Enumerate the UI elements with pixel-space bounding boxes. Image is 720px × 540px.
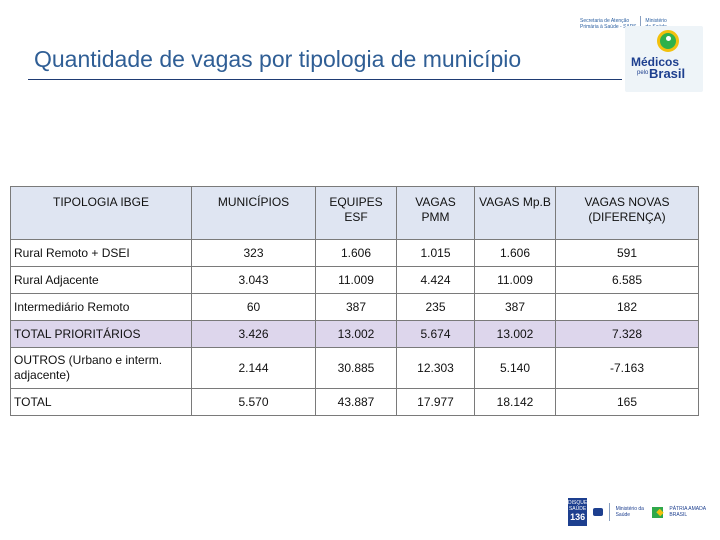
header-municipios: MUNICÍPIOS bbox=[191, 186, 316, 240]
cell-vagas-mpb: 1.606 bbox=[474, 239, 556, 267]
table-row: Rural Remoto + DSEI 323 1.606 1.015 1.60… bbox=[10, 239, 699, 267]
cell-vagas-mpb: 387 bbox=[474, 293, 556, 321]
table-row: Rural Adjacente 3.043 11.009 4.424 11.00… bbox=[10, 266, 699, 294]
cell-vagas-pmm: 4.424 bbox=[396, 266, 475, 294]
cell-municipios: 5.570 bbox=[191, 388, 316, 416]
footer-logos: DISQUE SAÚDE 136 Ministério da Saúde PÁT… bbox=[568, 497, 708, 527]
cell-municipios: 3.426 bbox=[191, 320, 316, 348]
header-tipologia: TIPOLOGIA IBGE bbox=[10, 186, 192, 240]
cell-vagas-mpb: 11.009 bbox=[474, 266, 556, 294]
cell-vagas-mpb: 13.002 bbox=[474, 320, 556, 348]
cell-equipes-esf: 30.885 bbox=[315, 347, 397, 389]
header-equipes-esf: EQUIPES ESF bbox=[315, 186, 397, 240]
cell-vagas-novas: 7.328 bbox=[555, 320, 699, 348]
row-label: TOTAL PRIORITÁRIOS bbox=[10, 320, 192, 348]
medicos-pelo-brasil-logo: Médicos pelo Brasil bbox=[625, 26, 703, 92]
table-row-total-prioritarios: TOTAL PRIORITÁRIOS 3.426 13.002 5.674 13… bbox=[10, 320, 699, 348]
footer-divider bbox=[608, 503, 610, 521]
cell-vagas-novas: -7.163 bbox=[555, 347, 699, 389]
header-divider bbox=[640, 16, 642, 32]
table-row-total: TOTAL 5.570 43.887 17.977 18.142 165 bbox=[10, 388, 699, 416]
header-vagas-mpb: VAGAS Mp.B bbox=[474, 186, 556, 240]
logo-line3: Brasil bbox=[649, 66, 686, 81]
doctor-badge-icon bbox=[657, 30, 679, 52]
sus-logo-icon bbox=[593, 508, 603, 516]
cell-vagas-pmm: 1.015 bbox=[396, 239, 475, 267]
header-vagas-novas: VAGAS NOVAS (DIFERENÇA) bbox=[555, 186, 699, 240]
row-label: Intermediário Remoto bbox=[10, 293, 192, 321]
cell-equipes-esf: 387 bbox=[315, 293, 397, 321]
cell-vagas-pmm: 5.674 bbox=[396, 320, 475, 348]
footer-patria: PÁTRIA AMADA BRASIL bbox=[669, 506, 706, 518]
vacancies-table: TIPOLOGIA IBGE MUNICÍPIOS EQUIPES ESF VA… bbox=[10, 186, 699, 416]
table-header-row: TIPOLOGIA IBGE MUNICÍPIOS EQUIPES ESF VA… bbox=[10, 186, 699, 240]
cell-vagas-pmm: 17.977 bbox=[396, 388, 475, 416]
table-row: Intermediário Remoto 60 387 235 387 182 bbox=[10, 293, 699, 321]
cell-vagas-mpb: 18.142 bbox=[474, 388, 556, 416]
cell-vagas-pmm: 235 bbox=[396, 293, 475, 321]
cell-vagas-pmm: 12.303 bbox=[396, 347, 475, 389]
logo-line1: Médicos bbox=[631, 55, 680, 69]
cell-municipios: 323 bbox=[191, 239, 316, 267]
cell-vagas-novas: 182 bbox=[555, 293, 699, 321]
row-label: Rural Adjacente bbox=[10, 266, 192, 294]
page-title: Quantidade de vagas por tipologia de mun… bbox=[34, 46, 522, 72]
cell-equipes-esf: 13.002 bbox=[315, 320, 397, 348]
cell-equipes-esf: 1.606 bbox=[315, 239, 397, 267]
cell-vagas-novas: 6.585 bbox=[555, 266, 699, 294]
cell-vagas-mpb: 5.140 bbox=[474, 347, 556, 389]
row-label: Rural Remoto + DSEI bbox=[10, 239, 192, 267]
cell-equipes-esf: 11.009 bbox=[315, 266, 397, 294]
cell-municipios: 60 bbox=[191, 293, 316, 321]
cell-vagas-novas: 165 bbox=[555, 388, 699, 416]
header-vagas-pmm: VAGAS PMM bbox=[396, 186, 475, 240]
table-row: OUTROS (Urbano e interm. adjacente) 2.14… bbox=[10, 347, 699, 389]
disque-saude-badge: DISQUE SAÚDE 136 bbox=[568, 498, 588, 526]
row-label: TOTAL bbox=[10, 388, 192, 416]
cell-municipios: 3.043 bbox=[191, 266, 316, 294]
row-label: OUTROS (Urbano e interm. adjacente) bbox=[10, 347, 192, 389]
title-underline bbox=[28, 79, 622, 80]
footer-ministry: Ministério da Saúde bbox=[615, 506, 644, 518]
brazil-flag-icon bbox=[652, 506, 664, 518]
cell-equipes-esf: 43.887 bbox=[315, 388, 397, 416]
logo-line2: pelo bbox=[637, 70, 649, 76]
cell-vagas-novas: 591 bbox=[555, 239, 699, 267]
cell-municipios: 2.144 bbox=[191, 347, 316, 389]
saps-label: Secretaria de Atenção Primária à Saúde -… bbox=[580, 18, 637, 30]
